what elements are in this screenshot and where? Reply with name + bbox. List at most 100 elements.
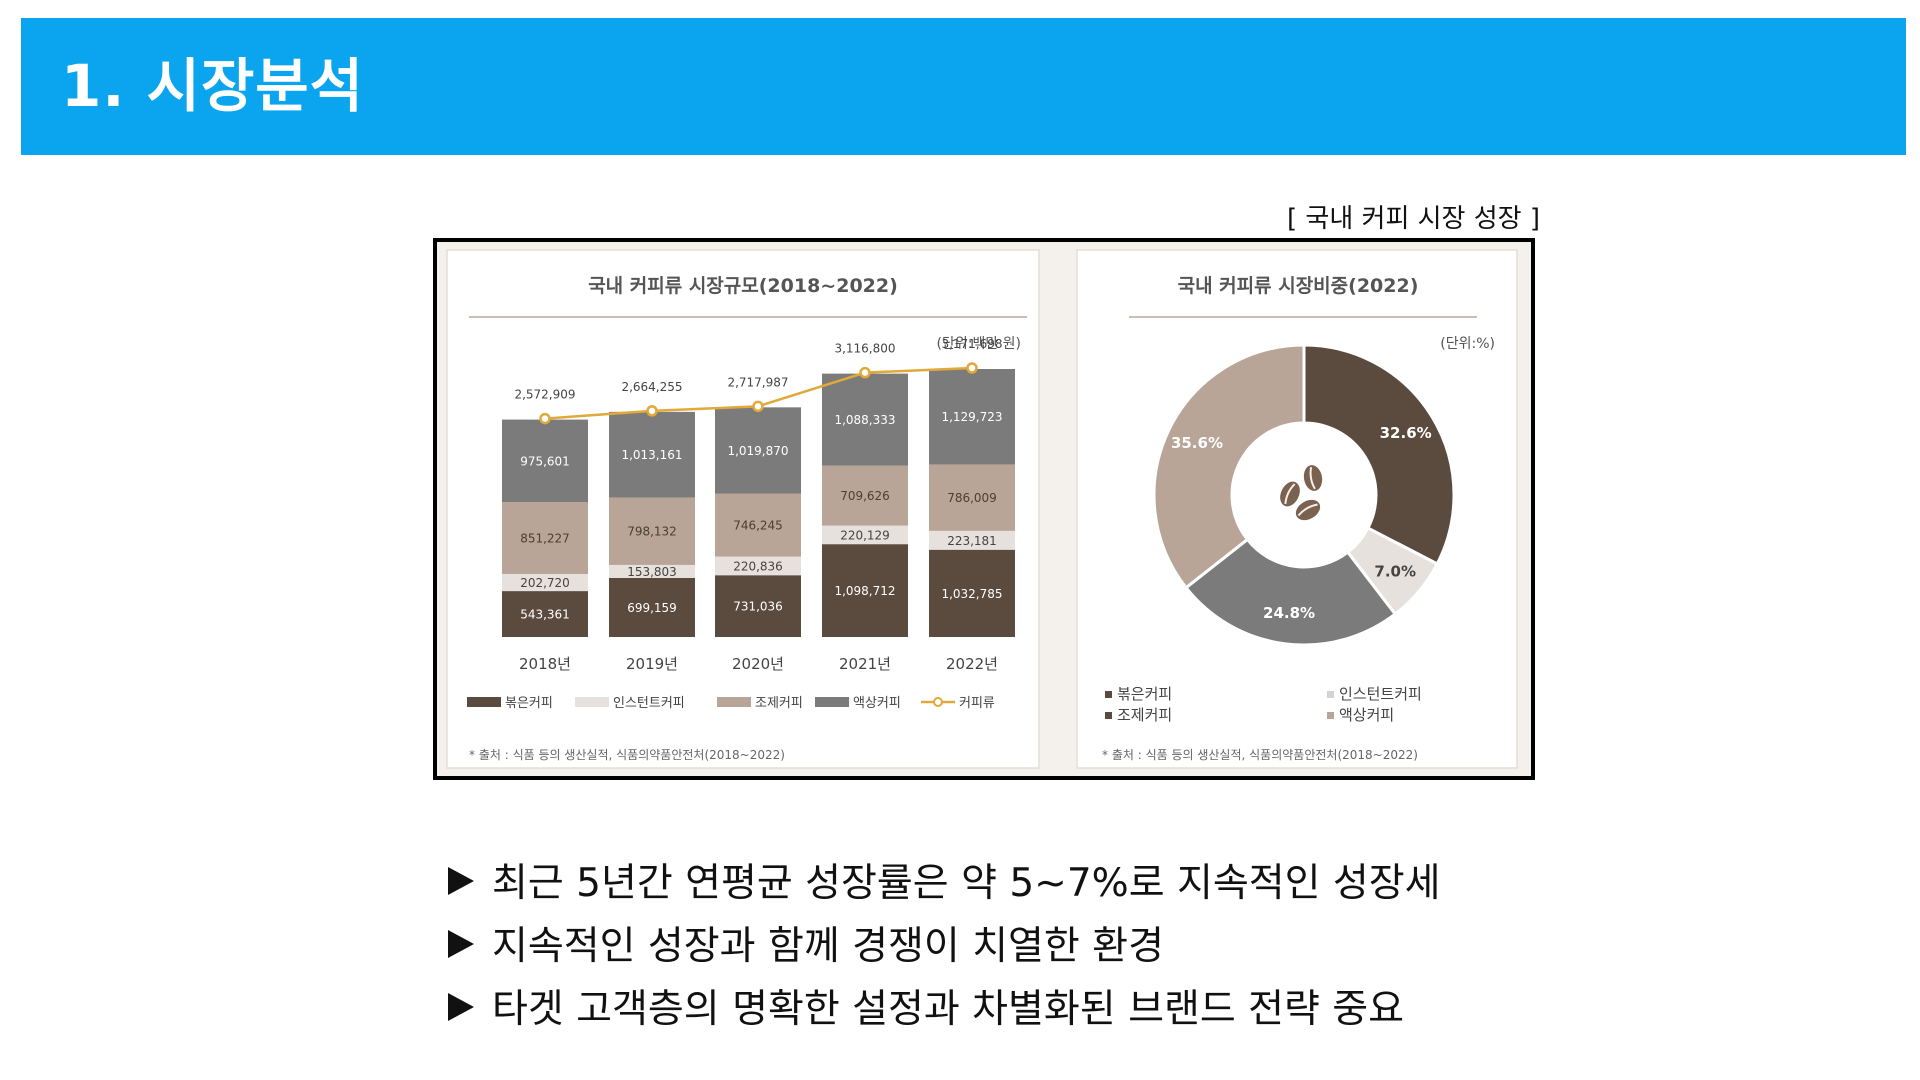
- bar-value-label: 786,009: [947, 491, 997, 505]
- total-value-label: 2,664,255: [621, 380, 682, 394]
- legend-label: 액상커피: [1339, 706, 1394, 724]
- bar-segment: [822, 373, 908, 466]
- legend-label: 조제커피: [1117, 706, 1172, 724]
- pie-source-note: * 출처 : 식품 등의 생산실적, 식품의약품안전처(2018~2022): [1102, 747, 1418, 762]
- bar-value-label: 220,129: [840, 528, 890, 542]
- bar-legend: 볶은커피 인스턴트커피 조제커피 액상커피 커피류: [467, 696, 995, 711]
- pie-unit-note: (단위:%): [1440, 336, 1495, 352]
- x-tick-label: 2022년: [946, 655, 998, 673]
- bar-value-label: 699,159: [627, 601, 677, 615]
- bar-segment: [715, 556, 801, 576]
- total-point: [966, 362, 978, 374]
- bar-segment: [502, 591, 588, 637]
- legend-swatch: [1327, 712, 1334, 719]
- bar-segment: [502, 573, 588, 592]
- legend-swatch: [575, 697, 609, 707]
- pie-slice: [1302, 343, 1456, 566]
- total-value-label: 2,717,987: [727, 375, 788, 389]
- bar-segment: [929, 464, 1015, 531]
- bar-value-label: 202,720: [520, 576, 570, 590]
- legend-swatch: [815, 697, 849, 707]
- legend-swatch: [1105, 712, 1112, 719]
- coffee-bean-groove: [1297, 503, 1318, 517]
- total-point: [752, 400, 764, 413]
- triangle-bullet-icon: [448, 992, 474, 1021]
- legend-label: 인스턴트커피: [613, 696, 685, 711]
- bar-value-label: 851,227: [520, 531, 570, 545]
- bar-value-label: 1,013,161: [621, 448, 682, 462]
- bar-value-label: 223,181: [947, 534, 997, 548]
- triangle-bullet-icon: [448, 866, 474, 895]
- bar-segment: [822, 525, 908, 545]
- pie-slice: [1152, 343, 1306, 590]
- bullet-text: 지속적인 성장과 함께 경쟁이 치열한 환경: [492, 923, 1164, 969]
- legend-swatch: [1327, 691, 1334, 698]
- bullet-item: 최근 5년간 연평균 성장률은 약 5~7%로 지속적인 성장세: [448, 848, 1441, 911]
- bar-source-note: * 출처 : 식품 등의 생산실적, 식품의약품안전처(2018~2022): [469, 747, 785, 762]
- coffee-bean-groove: [1284, 483, 1296, 505]
- bar-segment: [502, 502, 588, 574]
- chart-figure: 국내 커피류 시장규모(2018~2022) (단위:백만 원) 543,361…: [433, 238, 1535, 780]
- figure-caption: [ 국내 커피 시장 성장 ]: [1287, 204, 1540, 234]
- triangle-bullet-icon: [448, 929, 474, 958]
- bar-segment: [609, 497, 695, 565]
- bar-segment: [822, 544, 908, 637]
- pie-value-label: 24.8%: [1263, 604, 1315, 622]
- total-value-label: 3,171,698: [941, 337, 1002, 351]
- bar-segment: [929, 369, 1015, 465]
- bar-value-label: 1,088,333: [834, 413, 895, 427]
- bar-value-label: 746,245: [733, 519, 783, 533]
- bar-segment: [502, 419, 588, 503]
- total-point: [539, 412, 551, 425]
- pie-slice: [1183, 537, 1398, 647]
- total-point: [859, 366, 871, 379]
- pie-value-label: 32.6%: [1380, 424, 1432, 442]
- bar-value-label: 1,098,712: [834, 584, 895, 598]
- header-bar: 1. 시장분석: [21, 18, 1906, 155]
- bar-value-label: 709,626: [840, 489, 890, 503]
- bar-value-label: 220,836: [733, 559, 783, 573]
- bar-value-label: 1,032,785: [941, 587, 1002, 601]
- bar-segment: [609, 411, 695, 498]
- pie-chart-title: 국내 커피류 시장비중(2022): [1178, 275, 1419, 297]
- legend-label: 인스턴트커피: [1339, 685, 1422, 703]
- bar-segment: [822, 465, 908, 526]
- bar-value-label: 975,601: [520, 454, 570, 468]
- bar-segment: [609, 577, 695, 637]
- pie-value-label: 7.0%: [1374, 562, 1416, 580]
- x-tick-label: 2021년: [839, 655, 891, 673]
- bar-segment: [715, 407, 801, 494]
- bar-value-label: 1,019,870: [727, 444, 788, 458]
- legend-label: 볶은커피: [1117, 685, 1172, 703]
- bar-value-label: 731,036: [733, 600, 783, 614]
- bar-segment: [715, 575, 801, 637]
- legend-point-swatch: [933, 697, 943, 707]
- total-value-label: 3,116,800: [834, 342, 895, 356]
- page-title: 1. 시장분석: [61, 52, 365, 120]
- pie-chart-marks: 32.6% 7.0% 24.8% 35.6%: [1152, 343, 1456, 647]
- summary-bullets: 최근 5년간 연평균 성장률은 약 5~7%로 지속적인 성장세 지속적인 성장…: [448, 848, 1441, 1037]
- bar-segment: [929, 530, 1015, 550]
- chart-canvas: 국내 커피류 시장규모(2018~2022) (단위:백만 원) 543,361…: [437, 242, 1531, 776]
- bar-segment: [715, 493, 801, 557]
- total-value-label: 2,572,909: [514, 388, 575, 402]
- x-tick-label: 2018년: [519, 655, 571, 673]
- bar-value-label: 543,361: [520, 608, 570, 622]
- bar-segment: [929, 549, 1015, 637]
- bar-chart-marks: 543,361 202,720 851,227 975,601 2018년 699,159…: [502, 337, 1015, 673]
- bar-segment: [609, 564, 695, 578]
- bar-unit-note: (단위:백만 원): [937, 336, 1022, 352]
- legend-swatch: [717, 697, 751, 707]
- bar-value-label: 153,803: [627, 565, 677, 579]
- legend-label: 볶은커피: [505, 696, 553, 711]
- legend-label: 조제커피: [755, 696, 803, 711]
- bullet-item: 타겟 고객층의 명확한 설정과 차별화된 브랜드 전략 중요: [448, 974, 1441, 1037]
- coffee-bean-icon: [1303, 465, 1323, 491]
- bar-value-label: 1,129,723: [941, 410, 1002, 424]
- legend-label: 액상커피: [853, 696, 901, 711]
- pie-value-label: 35.6%: [1171, 434, 1223, 452]
- legend-swatch: [467, 697, 501, 707]
- bullet-item: 지속적인 성장과 함께 경쟁이 치열한 환경: [448, 911, 1441, 974]
- coffee-bean-groove: [1309, 466, 1316, 490]
